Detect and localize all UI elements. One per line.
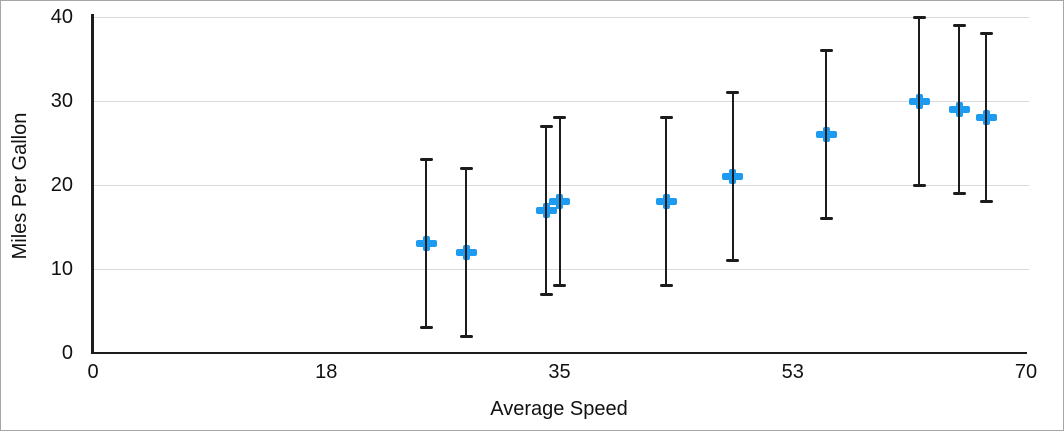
x-axis-line — [91, 351, 1027, 354]
error-bar-cap-top — [539, 124, 553, 128]
error-bar-cap-bottom — [819, 217, 833, 221]
x-tick-label: 0 — [87, 361, 99, 383]
error-bar-cap-bottom — [659, 284, 673, 288]
error-bar-cap-bottom — [553, 284, 566, 288]
error-bar-cap-bottom — [912, 183, 926, 187]
error-bar — [545, 126, 548, 295]
error-bar-cap-top — [979, 32, 993, 36]
y-axis-line — [91, 14, 94, 354]
error-bar-cap-top — [553, 116, 566, 120]
error-bar-cap-bottom — [459, 334, 473, 338]
error-bar-cap-top — [726, 91, 740, 95]
error-bar-cap-top — [659, 116, 673, 120]
error-bar — [465, 168, 468, 337]
error-bar-cap-bottom — [726, 259, 740, 263]
error-bar — [958, 25, 961, 194]
x-tick-label: 35 — [548, 361, 571, 383]
y-gridline — [93, 268, 1029, 270]
y-gridline — [93, 16, 1029, 18]
y-tick-label: 0 — [61, 342, 73, 364]
error-bar — [918, 17, 921, 185]
x-tick-label: 70 — [1014, 361, 1038, 383]
y-gridline — [93, 184, 1029, 186]
error-bar-cap-top — [912, 15, 926, 19]
error-bar — [425, 159, 428, 328]
error-bar-cap-top — [819, 49, 833, 53]
error-bar — [731, 92, 734, 261]
error-bar-cap-bottom — [539, 292, 553, 296]
y-tick-label: 40 — [50, 6, 73, 28]
x-tick-label: 18 — [315, 361, 338, 383]
error-bar-cap-bottom — [419, 326, 433, 330]
x-tick-label: 53 — [781, 361, 804, 383]
x-axis-title: Average Speed — [490, 398, 628, 420]
y-tick-label: 20 — [50, 174, 73, 196]
error-bar-cap-top — [459, 166, 473, 170]
y-tick-label: 10 — [50, 258, 73, 280]
error-bar-cap-top — [952, 23, 966, 27]
y-gridline — [93, 100, 1029, 102]
error-bar-cap-top — [419, 158, 433, 162]
error-bar — [985, 33, 987, 202]
error-bar — [825, 50, 828, 219]
error-bar — [558, 117, 561, 286]
error-bar-cap-bottom — [979, 200, 993, 204]
y-tick-label: 30 — [50, 90, 73, 112]
error-bar — [665, 117, 668, 286]
error-bar-cap-bottom — [952, 191, 966, 195]
